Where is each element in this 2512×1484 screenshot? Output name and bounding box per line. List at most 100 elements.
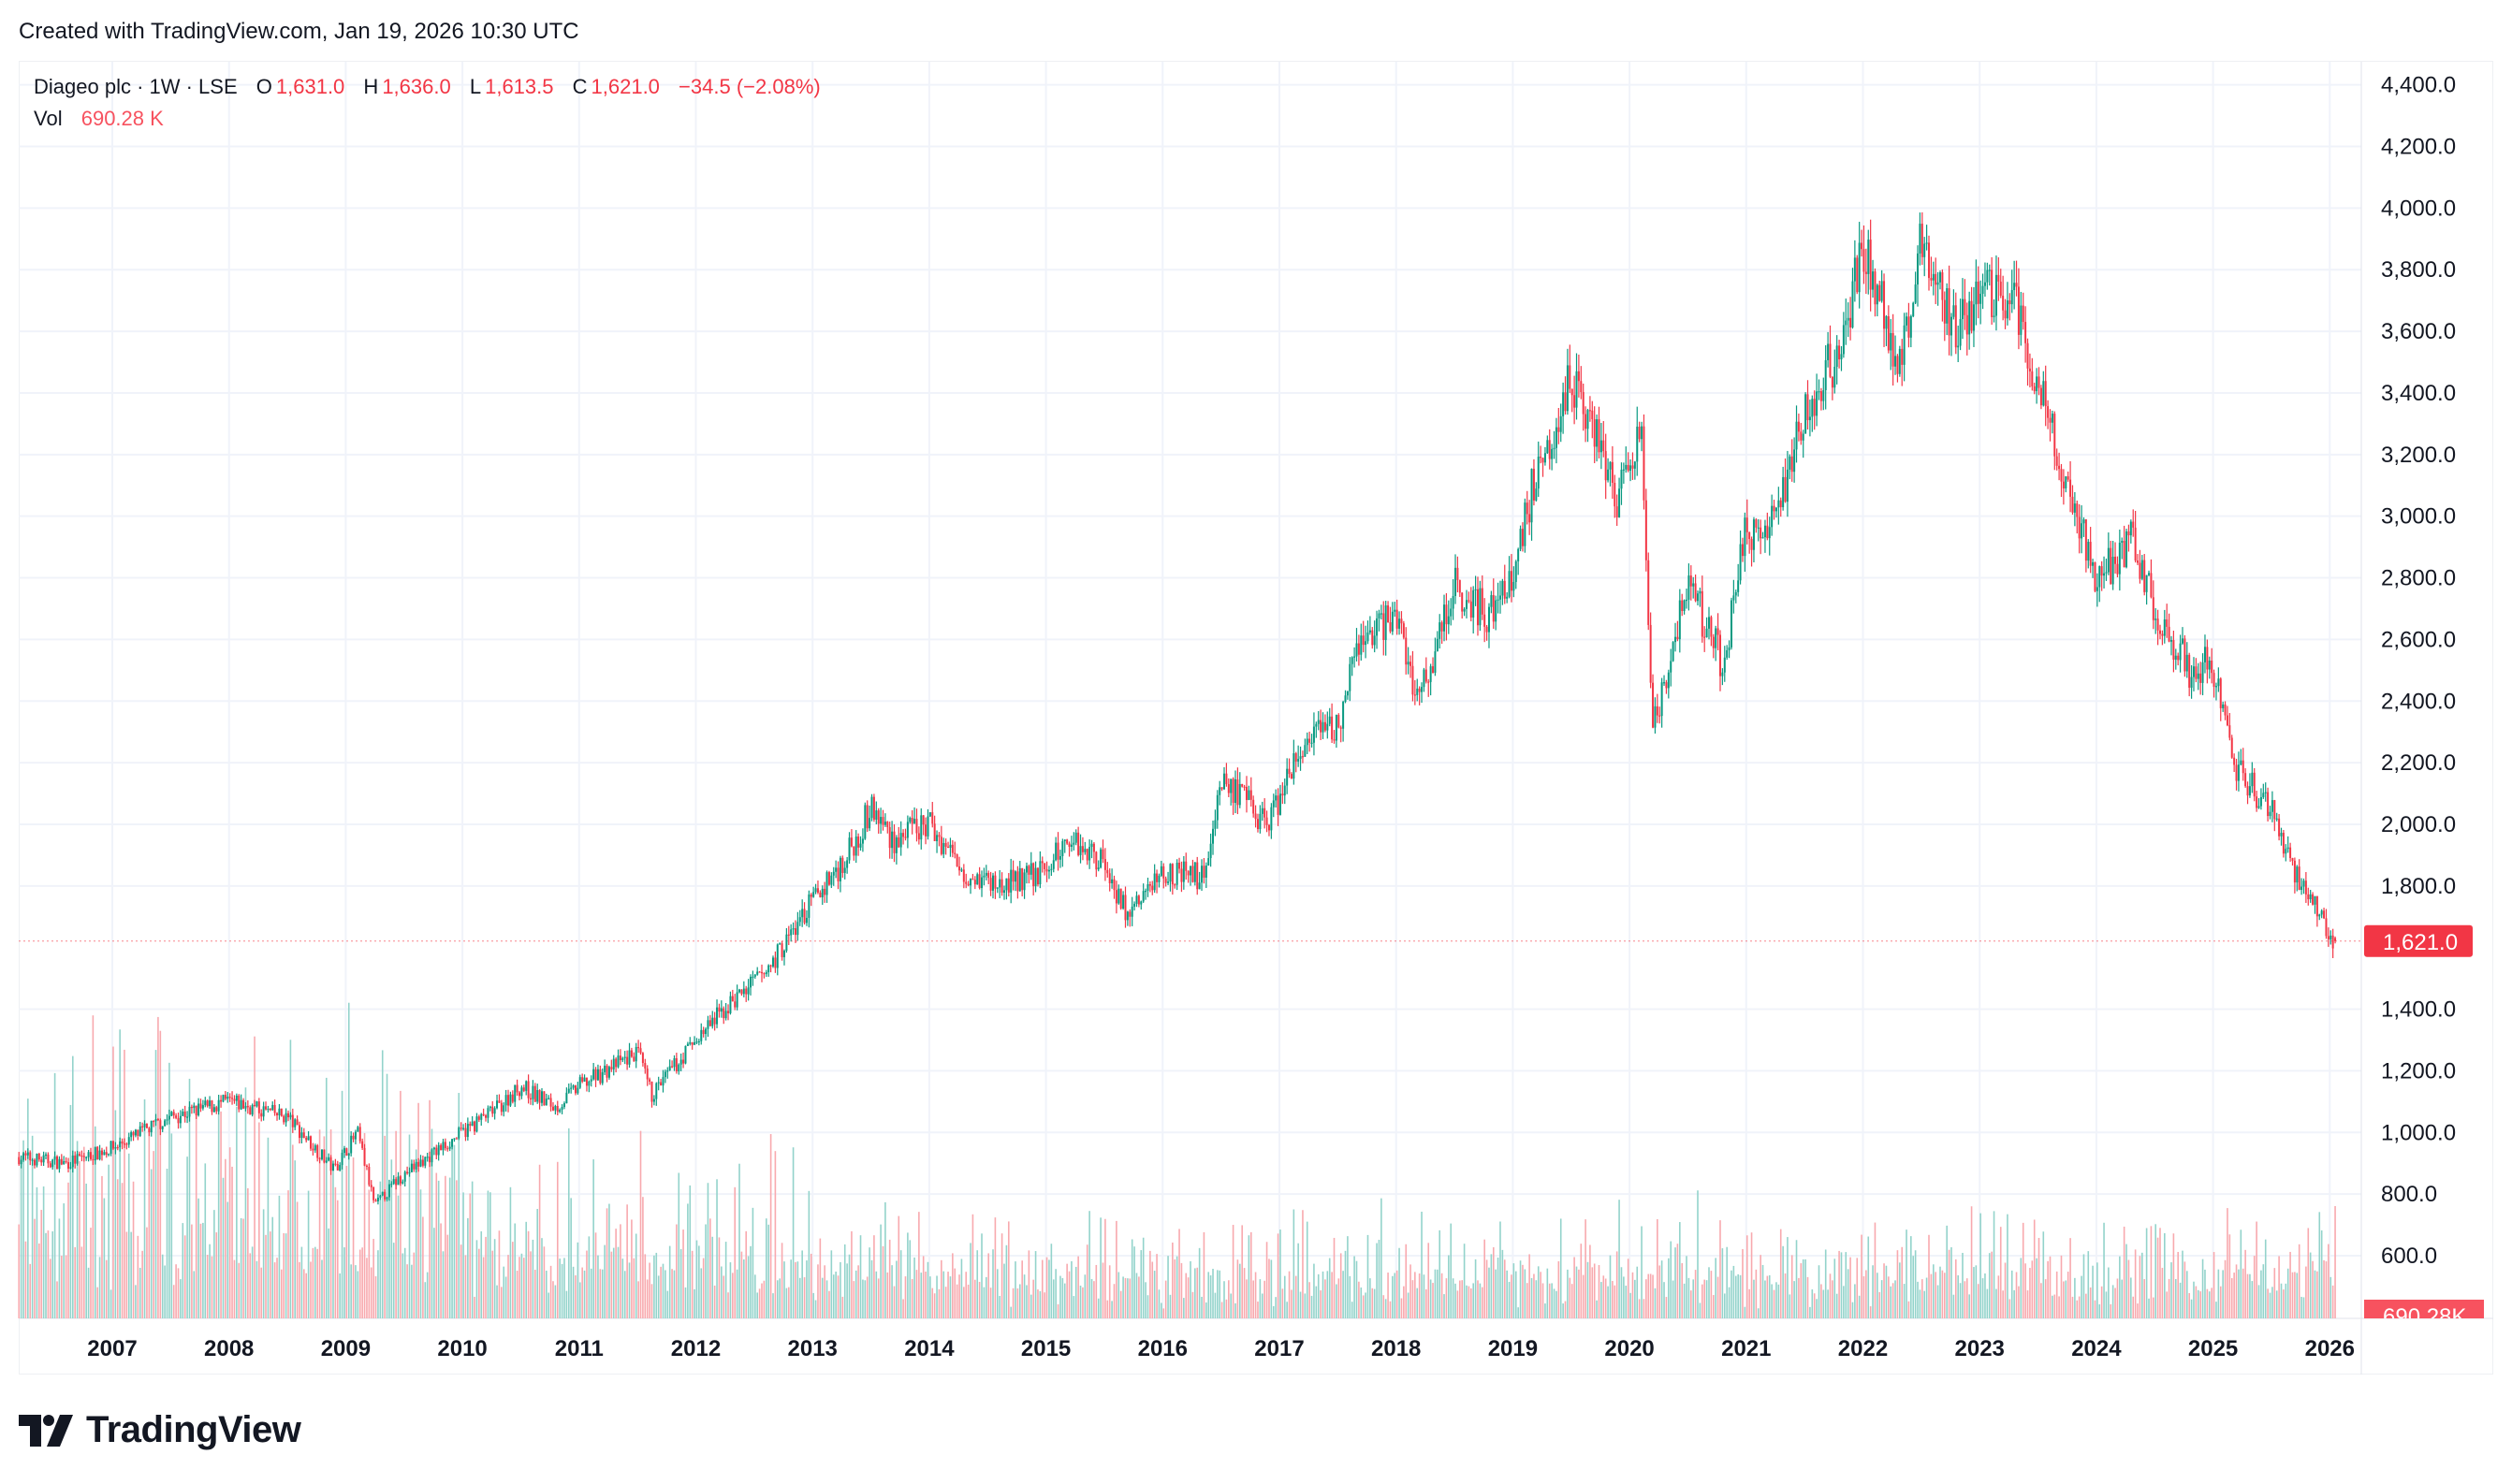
candle-body [2228,725,2231,738]
volume-bar [687,1203,689,1318]
volume-bar [1854,1284,1856,1318]
volume-bar [841,1296,844,1318]
open-label: O [256,75,272,98]
volume-bar [2323,1259,2325,1318]
candle-body [660,1082,663,1086]
volume-bar [108,1164,110,1318]
candle-body [1793,449,1796,473]
candle-body [619,1055,621,1061]
volume-bar [1275,1297,1277,1318]
volume-bar [29,1263,32,1318]
candle-body [395,1179,398,1186]
candlestick-chart[interactable]: 4,400.04,200.04,000.03,800.03,600.03,400… [0,0,2512,1404]
candle-body [1614,482,1616,507]
volume-bar [386,1073,388,1318]
volume-bar [1739,1274,1742,1318]
candle-body [361,1141,364,1148]
candle-body [915,819,918,834]
volume-bar [1405,1244,1408,1318]
candle-body [1959,319,1962,346]
volume-bar [1750,1232,1753,1318]
candle-body [53,1156,56,1160]
volume-bar [1517,1307,1519,1318]
volume-bar [803,1277,806,1318]
volume-bar [474,1296,475,1318]
candle-body [949,844,952,849]
candle-body [1485,626,1488,633]
volume-bar [2318,1212,2321,1318]
volume-bar [567,1128,570,1318]
volume-bar [1567,1269,1569,1318]
volume-bar [79,1160,80,1318]
candle-body [1672,642,1674,662]
candle-body [1248,790,1250,800]
volume-bar [31,1135,34,1318]
candle-body [1530,469,1533,523]
time-tick-label: 2014 [904,1336,955,1361]
candle-body [1570,388,1573,396]
symbol-title[interactable]: Diageo plc · 1W · LSE [34,75,238,98]
volume-bar [864,1280,867,1318]
time-tick-label: 2016 [1138,1336,1188,1361]
volume-bar [1804,1258,1806,1318]
candle-body [58,1158,61,1170]
volume-bar [913,1257,915,1318]
candle-body [1553,447,1555,449]
candle-body [525,1081,528,1091]
candle-body [742,988,745,995]
volume-bar [1362,1295,1365,1318]
volume-bar [1015,1261,1016,1318]
volume-bar [154,1050,157,1318]
candle-body [1447,616,1450,625]
candle-body [175,1115,178,1118]
candle-body [745,988,748,995]
candle-body [384,1191,387,1200]
volume-bar [1468,1286,1470,1318]
volume-bar [2280,1283,2283,1318]
candle-body [1744,517,1746,557]
volume-bar [2042,1231,2045,1318]
volume-bar [1360,1288,1363,1318]
volume-bar [419,1189,422,1318]
price-tick-label: 3,800.0 [2381,257,2456,283]
candle-body [123,1143,125,1145]
candle-body [496,1100,499,1109]
volume-bar [1596,1300,1598,1318]
candle-body [2127,531,2130,536]
volume-bar [139,1267,141,1318]
volume-bar [1400,1298,1403,1318]
candle-body [1429,666,1432,682]
candle-body [1126,911,1129,921]
candle-body [671,1066,674,1068]
candle-body [1718,634,1721,677]
candle-body [2188,654,2191,688]
volume-bar [1692,1279,1695,1318]
volume-bar [2031,1260,2034,1318]
candle-body [705,1028,708,1035]
candle-body [474,1121,476,1132]
candle-body [909,818,912,822]
volume-bar [1007,1221,1010,1318]
candle-body [2022,305,2024,323]
candle-body [1323,721,1326,731]
candle-body [516,1084,518,1093]
volume-bar [1988,1253,1991,1318]
volume-bar [2168,1278,2170,1318]
volume-bar [307,1190,310,1318]
tradingview-logo[interactable]: TradingView [19,1409,301,1451]
candle-body [2289,847,2292,859]
candle-body [111,1141,114,1149]
volume-bar [2114,1288,2116,1318]
volume-bar [415,1149,417,1318]
price-tick-label: 4,000.0 [2381,196,2456,221]
time-tick-label: 2010 [437,1336,487,1361]
volume-bar [911,1278,913,1318]
candle-body [159,1120,162,1129]
volume-bar [1394,1273,1396,1318]
candle-body [1528,514,1531,523]
candle-body [635,1046,637,1062]
candle-body [132,1132,135,1136]
volume-bar [132,1181,135,1318]
volume-bar [1715,1258,1716,1318]
candle-body [1806,394,1809,421]
